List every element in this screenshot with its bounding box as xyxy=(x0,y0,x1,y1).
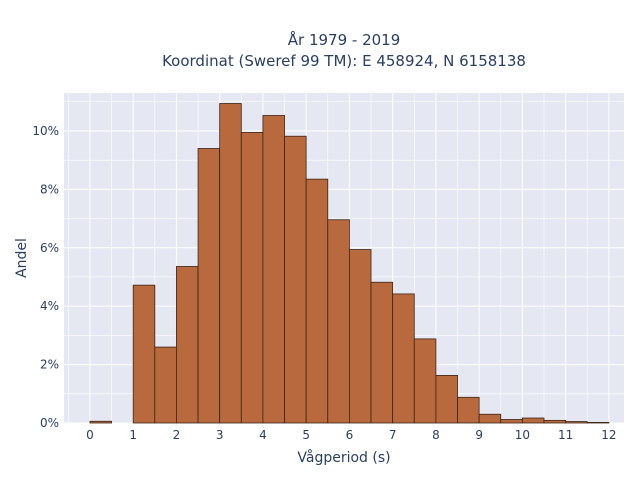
histogram-bar xyxy=(457,396,480,424)
histogram-bar xyxy=(132,284,156,424)
histogram-bar xyxy=(543,419,567,424)
x-tick-label: 3 xyxy=(216,428,224,442)
x-tick-label: 5 xyxy=(302,428,310,442)
x-tick-label: 11 xyxy=(558,428,573,442)
x-tick-label: 12 xyxy=(601,428,616,442)
histogram-bar xyxy=(435,374,458,424)
x-tick-label: 0 xyxy=(86,428,94,442)
histogram-bar xyxy=(413,338,437,424)
histogram-bar xyxy=(349,249,372,424)
y-axis-ticks: 0% 2% 4% 6% 8% 10% xyxy=(32,124,59,430)
y-tick-label: 0% xyxy=(40,416,59,430)
x-tick-label: 7 xyxy=(389,428,397,442)
x-axis-label: Vågperiod (s) xyxy=(297,449,390,466)
histogram-bar xyxy=(89,420,112,424)
histogram-bar xyxy=(478,413,502,424)
y-axis-label: Andel xyxy=(14,238,30,278)
histogram-bar xyxy=(219,103,242,424)
histogram-bar xyxy=(500,419,523,424)
y-tick-label: 8% xyxy=(40,182,59,196)
y-tick-label: 6% xyxy=(40,241,59,255)
histogram-bar xyxy=(197,148,221,424)
histogram-bar xyxy=(392,293,415,424)
histogram-bar xyxy=(521,417,545,424)
histogram-bar xyxy=(586,422,610,424)
y-tick-label: 10% xyxy=(32,124,59,138)
histogram-bar xyxy=(176,266,199,424)
histogram-bar xyxy=(240,132,264,424)
histogram-bar xyxy=(327,219,350,424)
chart-title-line2: Koordinat (Sweref 99 TM): E 458924, N 61… xyxy=(162,52,526,70)
x-tick-label: 1 xyxy=(129,428,137,442)
histogram-bar xyxy=(305,178,329,424)
histogram-bar xyxy=(154,346,177,424)
x-tick-label: 4 xyxy=(259,428,267,442)
chart-title-line1: År 1979 - 2019 xyxy=(288,30,401,49)
histogram-bar xyxy=(284,135,307,424)
x-axis-ticks: 0 1 2 3 4 5 6 7 8 9 10 11 12 xyxy=(86,428,616,442)
y-tick-label: 2% xyxy=(40,358,59,372)
x-tick-label: 2 xyxy=(173,428,181,442)
x-tick-label: 6 xyxy=(346,428,354,442)
y-tick-label: 4% xyxy=(40,299,59,313)
bars xyxy=(89,103,610,424)
histogram-bar xyxy=(262,115,285,424)
histogram-bar xyxy=(565,421,588,424)
histogram-bar xyxy=(370,281,394,424)
x-tick-label: 8 xyxy=(432,428,440,442)
x-tick-label: 10 xyxy=(515,428,530,442)
x-tick-label: 9 xyxy=(475,428,483,442)
